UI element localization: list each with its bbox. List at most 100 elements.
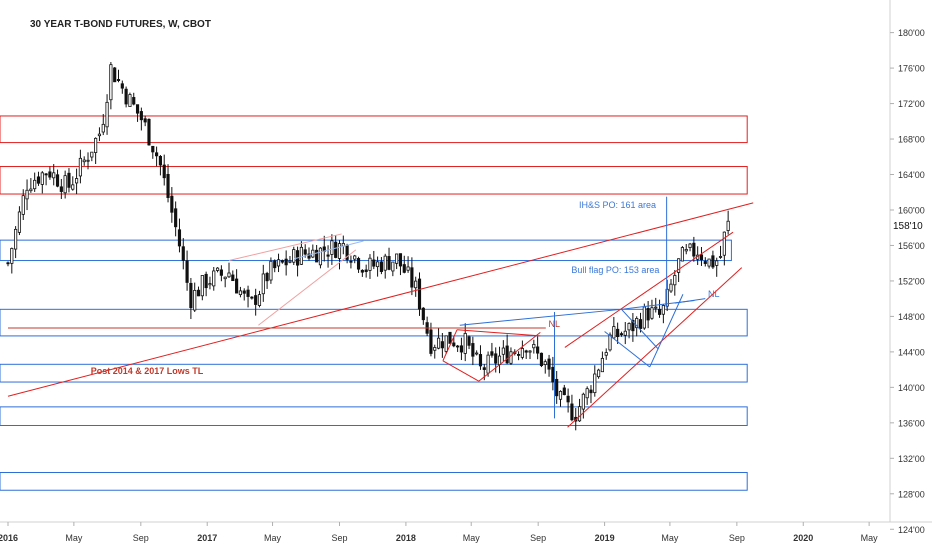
candle — [551, 356, 555, 391]
candle — [646, 300, 650, 329]
candle — [280, 259, 284, 264]
candle — [132, 92, 136, 106]
candle-body — [616, 328, 620, 338]
candle — [372, 250, 376, 270]
price-tick-label: 144'00 — [898, 347, 925, 357]
time-tick-label: 2017 — [197, 533, 217, 543]
candle — [311, 244, 315, 259]
nl-blue — [674, 298, 706, 304]
time-tick-label: 2018 — [396, 533, 416, 543]
candle — [208, 276, 212, 290]
candle-body — [444, 335, 448, 352]
price-tick-label: 160'00 — [898, 205, 925, 215]
candle — [242, 288, 246, 301]
candle-body — [238, 290, 243, 296]
candle-body — [120, 83, 124, 89]
ihs-neckline — [459, 308, 622, 326]
candle — [478, 345, 483, 370]
candle — [59, 178, 63, 199]
candle — [612, 317, 616, 339]
candle — [398, 253, 403, 276]
candle-body — [143, 118, 147, 123]
candle-body — [612, 326, 616, 339]
candle-body — [261, 273, 265, 295]
candle — [368, 254, 372, 279]
time-axis[interactable]: 2016 May Sep 2017 May Sep 2018 May Sep 2019 May Sep… — [0, 522, 878, 543]
candle — [501, 340, 505, 362]
candle — [417, 272, 422, 316]
price-tick-label: 128'00 — [898, 489, 925, 499]
candle-body — [288, 260, 292, 263]
candle-body — [528, 350, 532, 353]
candle-body — [524, 350, 528, 353]
candle-body — [254, 295, 258, 305]
candle-body — [566, 395, 570, 403]
candle-body — [235, 278, 239, 294]
candle-body — [109, 64, 113, 101]
candle-body — [543, 361, 547, 365]
candle — [215, 267, 220, 273]
candle — [181, 238, 185, 270]
candle-body — [246, 289, 250, 297]
candle — [680, 246, 685, 262]
price-axis[interactable]: 180'00 176'00 172'00 168'00 164'00 160'00 156'… — [890, 28, 925, 535]
candle — [543, 359, 547, 374]
channel-2017-upper — [228, 233, 342, 262]
candle-body — [151, 145, 155, 153]
candle — [170, 187, 174, 223]
candle-body — [539, 352, 544, 367]
candle-body — [185, 260, 189, 283]
candle — [597, 368, 601, 379]
candle — [36, 171, 41, 186]
candle-body — [532, 343, 536, 349]
candle — [684, 243, 688, 255]
candle — [433, 344, 437, 359]
candle-body — [315, 249, 319, 263]
candle — [356, 256, 361, 273]
triangle-lower — [442, 360, 480, 382]
candle — [337, 240, 342, 270]
candle — [166, 164, 170, 203]
candle-body — [21, 195, 25, 215]
candle — [726, 210, 730, 235]
candle — [101, 114, 105, 136]
candle-body — [318, 247, 323, 266]
candle-body — [402, 264, 406, 273]
candle-body — [463, 333, 467, 354]
candle-body — [726, 220, 730, 231]
candle — [520, 340, 524, 360]
candle-body — [448, 331, 452, 344]
candle-body — [212, 270, 216, 287]
candle — [516, 351, 521, 361]
price-tick-label: 152'00 — [898, 276, 925, 286]
price-tick-label: 172'00 — [898, 99, 925, 109]
candle — [284, 250, 288, 276]
candle-body — [604, 352, 608, 356]
candle-body — [638, 319, 643, 329]
candle-body — [257, 294, 262, 306]
candle-body — [75, 178, 79, 184]
candle — [250, 296, 254, 300]
candle — [299, 241, 303, 265]
candle-body — [177, 229, 182, 247]
candle — [63, 170, 67, 199]
candle — [547, 354, 551, 377]
last-price-label: 158'10 — [893, 221, 923, 232]
candle — [360, 269, 364, 277]
candle — [109, 62, 113, 110]
candle-body — [593, 373, 597, 394]
candle-body — [410, 267, 414, 288]
candle — [383, 253, 387, 279]
rising-wedge-upper — [564, 231, 734, 348]
candle-body — [684, 249, 688, 252]
candle-body — [368, 257, 372, 271]
price-tick-label: 156'00 — [898, 241, 925, 251]
candle — [185, 250, 189, 291]
candle-body — [170, 195, 174, 213]
candle — [235, 269, 239, 294]
candle — [341, 235, 345, 255]
candle — [353, 254, 357, 264]
candle — [82, 156, 86, 166]
candle-body — [227, 272, 231, 278]
candle — [223, 276, 227, 288]
